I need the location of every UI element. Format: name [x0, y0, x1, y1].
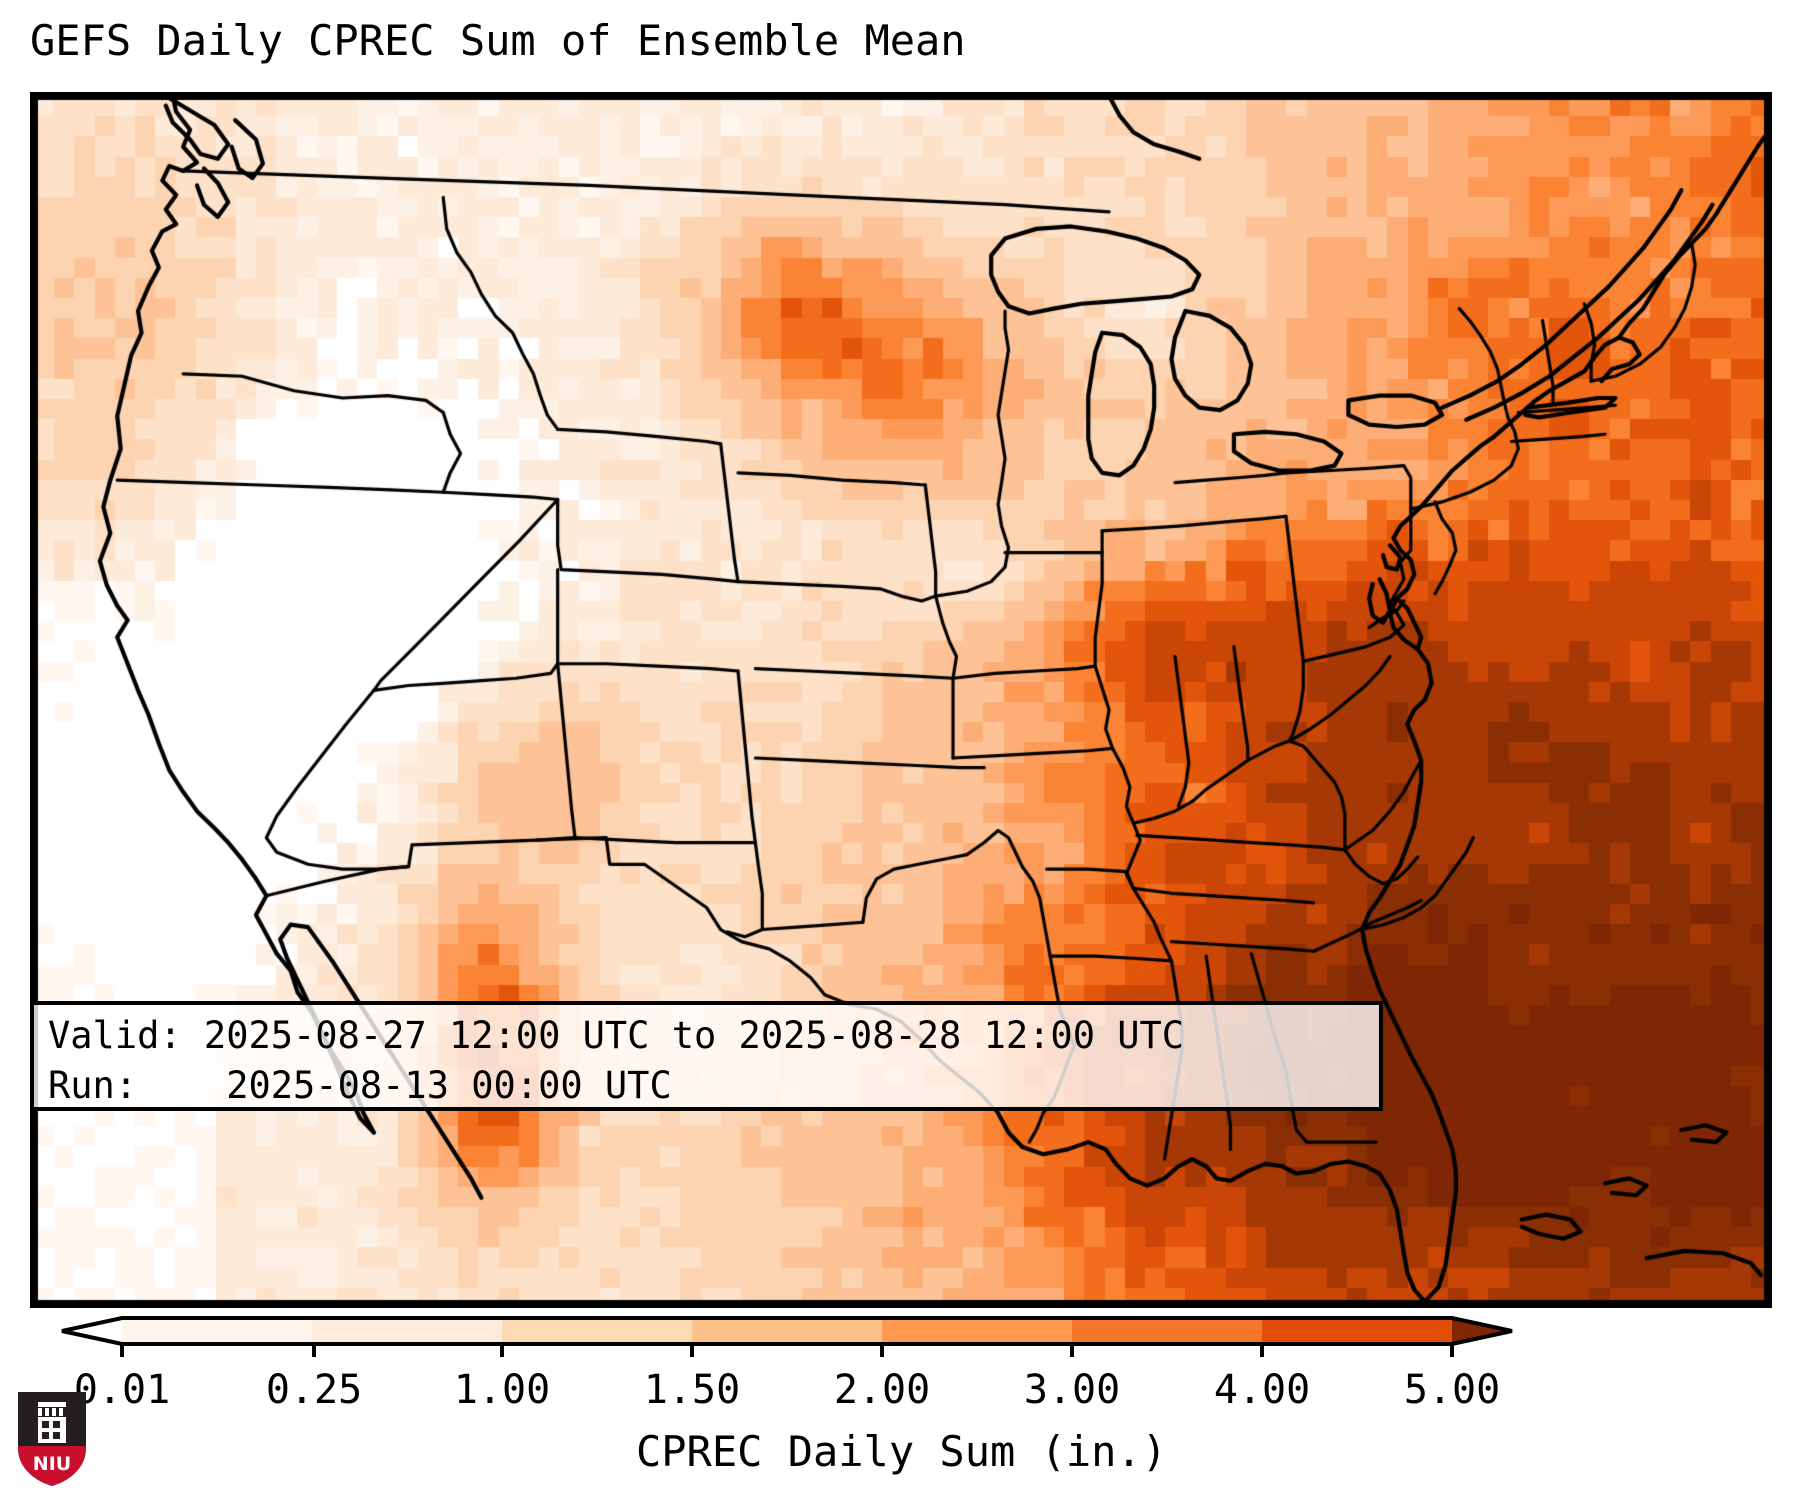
weather-map[interactable]: [30, 92, 1772, 1308]
run-time-line: Run: 2025-08-13 00:00 UTC: [48, 1064, 672, 1107]
colorbar-axis-label: CPREC Daily Sum (in.): [635, 1427, 1167, 1476]
colorbar: [0, 1312, 1803, 1358]
colorbar-bands: [62, 1318, 1512, 1344]
niu-logo-text: NIU: [33, 1453, 71, 1475]
precipitation-heatmap-canvas: [34, 96, 1768, 1304]
colorbar-tick-3: 1.50: [643, 1367, 741, 1413]
colorbar-tick-5: 3.00: [1023, 1367, 1121, 1413]
valid-time-line: Valid: 2025-08-27 12:00 UTC to 2025-08-2…: [48, 1014, 1185, 1057]
colorbar-tick-7: 5.00: [1403, 1367, 1501, 1413]
colorbar-tick-1: 0.25: [265, 1367, 363, 1413]
colorbar-tick-2: 1.00: [453, 1367, 551, 1413]
colorbar-outline: [61, 1316, 1513, 1357]
niu-logo: NIU: [18, 1392, 86, 1486]
colorbar-svg: [61, 1316, 1513, 1357]
page-title: GEFS Daily CPREC Sum of Ensemble Mean: [30, 16, 966, 65]
colorbar-tick-labels: 0.01 0.25 1.00 1.50 2.00 3.00 4.00 5.00: [0, 1366, 1803, 1416]
colorbar-tick-4: 2.00: [833, 1367, 931, 1413]
forecast-info-box: Valid: 2025-08-27 12:00 UTC to 2025-08-2…: [30, 1001, 1383, 1111]
colorbar-tick-0: 0.01: [73, 1367, 171, 1413]
colorbar-tick-6: 4.00: [1213, 1367, 1311, 1413]
